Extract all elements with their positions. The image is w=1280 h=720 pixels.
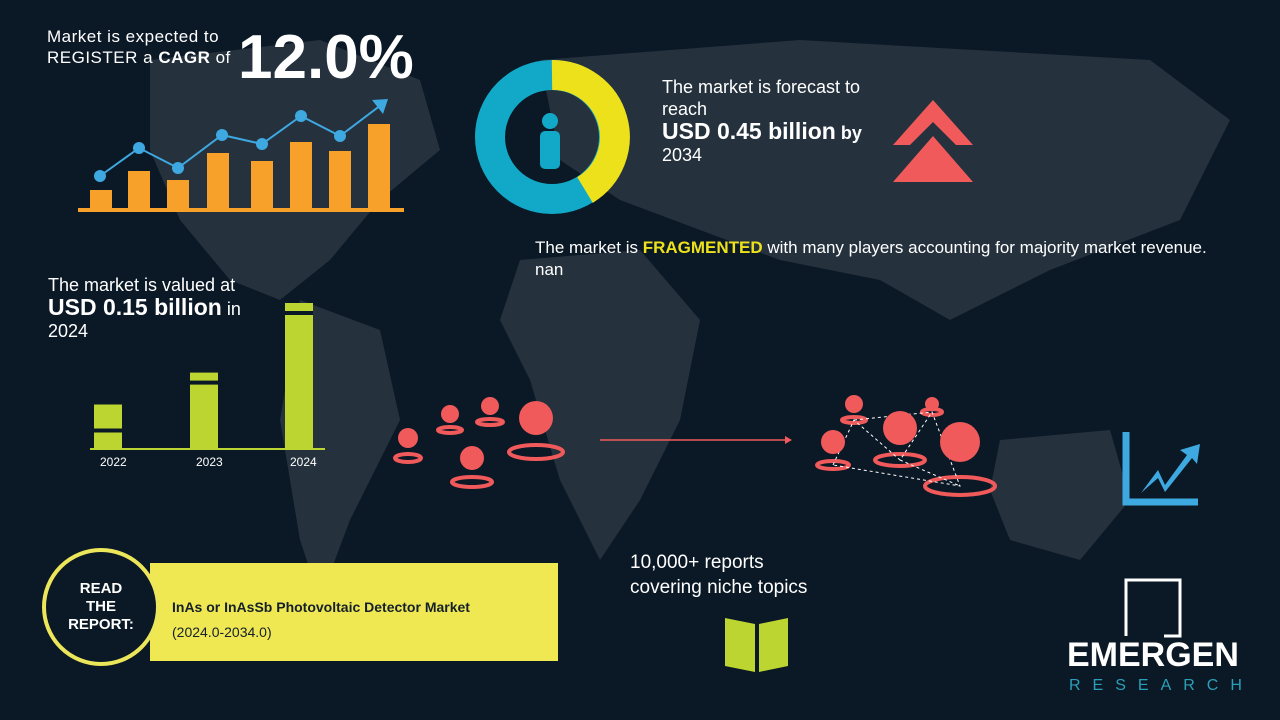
valued-text: The market is valued at USD 0.15 billion …	[48, 274, 241, 342]
read-label: READ THE REPORT:	[68, 580, 134, 634]
logo-name: EMERGEN	[1067, 636, 1239, 674]
frag-c: with many players accounting for majorit…	[535, 238, 1207, 279]
emergen-logo-mark	[1124, 578, 1182, 638]
fragmented-text: The market is FRAGMENTED with many playe…	[535, 237, 1215, 281]
frag-a: The market is	[535, 238, 643, 257]
bar-stripe	[285, 311, 313, 315]
valued-in: in	[221, 299, 241, 319]
growth-bar	[251, 161, 273, 210]
cagr-label: Market is expected to REGISTER a CAGR of	[47, 26, 231, 68]
cagr-text: REGISTER a	[47, 48, 159, 67]
forecast-amount: USD 0.45 billion	[662, 118, 836, 144]
reports-text: 10,000+ reports covering niche topics	[630, 550, 807, 600]
trend-up-chart-icon	[1122, 432, 1200, 506]
growth-bar	[290, 142, 312, 210]
growth-bar	[329, 151, 351, 210]
cagr-value: 12.0%	[238, 23, 414, 92]
bar-stripe	[94, 428, 122, 433]
double-chevron-up-icon	[893, 100, 973, 182]
growth-bar	[368, 124, 390, 210]
cagr-bold: CAGR	[158, 48, 211, 67]
reports-line2: covering niche topics	[630, 577, 808, 598]
forecast-by: by	[835, 123, 862, 143]
read-2: THE	[86, 598, 116, 615]
forecast-amount-line: USD 0.45 billion by	[662, 120, 862, 144]
valued-amount-line: USD 0.15 billion in	[48, 296, 241, 320]
forecast-line2: reach	[662, 99, 708, 119]
forecast-text: The market is forecast to reach USD 0.45 b…	[662, 76, 862, 166]
cagr-line2: REGISTER a CAGR of	[47, 47, 231, 68]
cagr-line1: Market is expected to	[47, 27, 220, 46]
forecast-line1: The market is forecast to	[662, 77, 861, 97]
bar-2022	[94, 404, 122, 448]
forecast-year: 2034	[662, 145, 703, 165]
report-title-banner[interactable]: InAs or InAsSb Photovoltaic Detector Mar…	[150, 563, 558, 661]
bar-stripe	[190, 380, 218, 385]
report-period: (2024.0-2034.0)	[172, 624, 272, 640]
growth-chart-icon	[78, 99, 404, 212]
cagr-of: of	[210, 48, 231, 67]
read-1: READ	[79, 580, 123, 597]
growth-bar	[90, 190, 112, 210]
read-report-button[interactable]: READ THE REPORT:	[42, 548, 160, 666]
tick-label-2022: 2022	[100, 455, 127, 469]
bar-2024	[285, 303, 313, 448]
donut-chart-icon	[475, 59, 630, 214]
bar-2023	[190, 372, 218, 448]
valued-amount: USD 0.15 billion	[48, 294, 222, 320]
valued-year: 2024	[48, 321, 89, 341]
market-bar-chart	[90, 303, 325, 450]
valued-line1: The market is valued at	[48, 275, 236, 295]
frag-highlight: FRAGMENTED	[642, 238, 763, 257]
report-title: InAs or InAsSb Photovoltaic Detector Mar…	[172, 599, 470, 615]
growth-bar	[207, 153, 229, 210]
tick-label-2024: 2024	[290, 455, 317, 469]
reports-line1: 10,000+ reports	[630, 552, 764, 573]
growth-bar	[167, 180, 189, 210]
open-book-icon	[725, 618, 788, 672]
x-axis	[90, 448, 325, 450]
tick-label-2023: 2023	[196, 455, 223, 469]
growth-bar	[128, 171, 150, 210]
logo-sub: RESEARCH	[1069, 677, 1254, 694]
map-pins-network-icon	[393, 395, 997, 497]
read-3: REPORT:	[68, 616, 134, 633]
